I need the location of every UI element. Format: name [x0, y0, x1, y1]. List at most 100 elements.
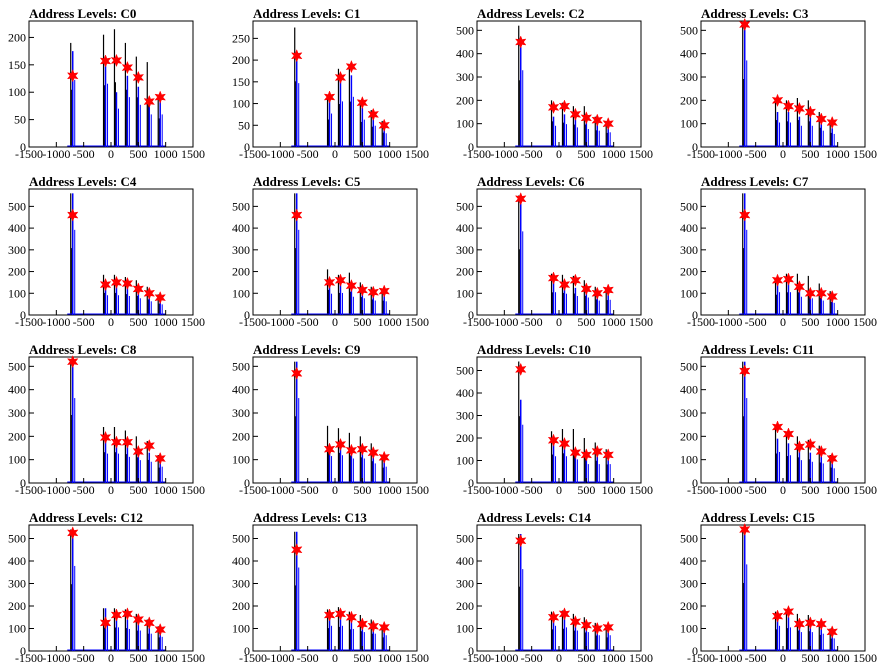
chart-panel: Address Levels: C3-1500 -1000 -500 0 500 1000… — [680, 6, 877, 161]
y-tick-label: 100 — [680, 453, 698, 467]
x-tick-label: -1000 — [490, 483, 518, 497]
peak-marker — [143, 94, 156, 109]
x-tick-label: 500 — [801, 315, 819, 329]
peak-marker — [782, 99, 795, 113]
x-tick-label: -1500 — [15, 315, 43, 329]
y-tick-label: 500 — [680, 23, 698, 37]
x-tick-label: 1500 — [629, 483, 653, 497]
x-tick-label: 500 — [129, 651, 147, 665]
x-tick-label: -1500 — [463, 483, 491, 497]
peak-marker — [121, 607, 134, 621]
peak-marker — [580, 282, 593, 296]
x-tick-label: 500 — [801, 483, 819, 497]
peak-marker — [771, 93, 784, 108]
peak-marker — [356, 442, 369, 456]
peak-marker — [110, 435, 123, 449]
x-tick-label: 1000 — [602, 483, 626, 497]
x-tick-label: -500 — [745, 315, 767, 329]
x-tick-label: -1500 — [687, 483, 715, 497]
x-tick-label: 500 — [129, 147, 147, 161]
peak-marker — [345, 443, 358, 458]
x-tick-label: -1500 — [463, 651, 491, 665]
x-tick-label: 0 — [556, 315, 562, 329]
x-tick-label: 1000 — [826, 483, 850, 497]
peak-marker — [591, 444, 604, 459]
chart-title: Address Levels: C2 — [477, 6, 584, 21]
y-tick-label: 200 — [8, 265, 26, 279]
chart-panel: Address Levels: C14 -1500 -1000 -500 0 500 100… — [456, 510, 653, 665]
peak-marker — [378, 118, 390, 132]
x-tick-label: -500 — [745, 483, 767, 497]
chart-panel: Address Levels: C6-1500 -1000 -500 0 500 1000… — [456, 174, 653, 329]
y-tick-label: 500 — [680, 199, 698, 213]
peak-marker — [569, 107, 582, 122]
peak-marker — [367, 619, 380, 633]
x-tick-label: 1000 — [826, 147, 850, 161]
x-tick-label: 0 — [332, 315, 338, 329]
y-tick-label: 200 — [680, 93, 698, 107]
y-tick-label: 400 — [232, 221, 250, 235]
x-tick-label: 0 — [332, 651, 338, 665]
plot-frame — [28, 356, 194, 484]
y-tick-label: 400 — [8, 221, 26, 235]
peak-marker — [110, 608, 123, 622]
x-tick-label: -1500 — [15, 147, 43, 161]
y-tick-label: 100 — [8, 453, 26, 467]
y-tick-label: 200 — [456, 431, 474, 445]
peak-marker — [782, 272, 795, 286]
y-tick-label: 300 — [232, 577, 250, 591]
chart-panel: Address Levels: C1-1500 -1000 -500 0 500 1000… — [232, 6, 429, 161]
peak-marker — [558, 277, 571, 292]
plot-frame — [476, 188, 642, 316]
peak-marker — [514, 534, 527, 548]
peak-marker — [323, 442, 336, 456]
x-tick-label: 500 — [577, 147, 595, 161]
x-tick-label: -500 — [521, 483, 543, 497]
y-tick-label: 500 — [232, 359, 250, 373]
y-tick-label: 0 — [20, 476, 26, 490]
x-tick-label: 0 — [108, 483, 114, 497]
y-tick-label: 0 — [244, 308, 250, 322]
y-tick-label: 100 — [8, 622, 26, 636]
y-tick-label: 0 — [468, 308, 474, 322]
y-tick-label: 500 — [456, 23, 474, 37]
peak-marker — [826, 451, 838, 466]
peak-marker — [290, 49, 303, 63]
x-tick-label: -1000 — [714, 147, 742, 161]
x-tick-label: 1000 — [826, 315, 850, 329]
x-tick-label: 0 — [780, 147, 786, 161]
y-tick-label: 400 — [680, 221, 698, 235]
y-tick-label: 500 — [456, 364, 474, 378]
plot-frame — [28, 524, 194, 652]
peak-marker — [602, 283, 614, 297]
peak-marker — [580, 111, 593, 125]
y-tick-label: 50 — [14, 113, 26, 127]
y-tick-label: 0 — [692, 644, 698, 658]
y-tick-label: 200 — [8, 30, 26, 44]
y-tick-label: 400 — [456, 554, 474, 568]
peak-marker — [334, 437, 347, 452]
chart-title: Address Levels: C4 — [29, 174, 137, 189]
chart-title: Address Levels: C12 — [29, 510, 143, 525]
peak-marker — [290, 366, 303, 381]
x-tick-label: 1000 — [154, 315, 178, 329]
peak-marker — [345, 59, 358, 74]
chart-title: Address Levels: C3 — [701, 6, 809, 21]
x-tick-label: -500 — [297, 315, 319, 329]
x-tick-label: -1000 — [714, 315, 742, 329]
x-tick-label: -1500 — [687, 315, 715, 329]
peak-marker — [66, 354, 79, 369]
x-tick-label: 500 — [801, 651, 819, 665]
peak-marker — [143, 616, 156, 630]
peak-marker — [569, 273, 582, 287]
peak-marker — [323, 275, 336, 290]
peak-marker — [793, 101, 806, 116]
y-tick-label: 300 — [8, 577, 26, 591]
x-tick-label: -1500 — [463, 315, 491, 329]
y-tick-label: 100 — [456, 622, 474, 636]
y-tick-label: 0 — [468, 644, 474, 658]
x-tick-label: 0 — [332, 483, 338, 497]
peak-marker — [547, 271, 560, 285]
y-tick-label: 0 — [20, 308, 26, 322]
peak-marker — [771, 273, 784, 287]
